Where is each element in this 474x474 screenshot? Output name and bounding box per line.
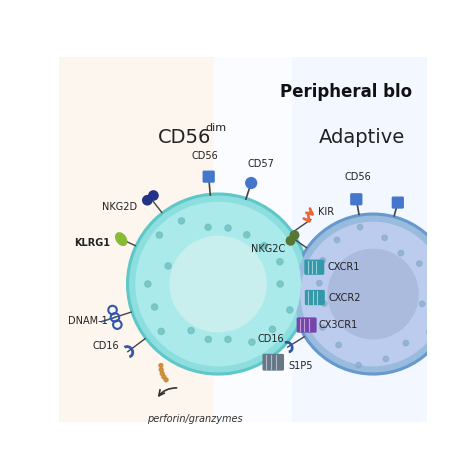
Circle shape (290, 231, 299, 239)
FancyBboxPatch shape (297, 318, 316, 332)
Text: CD56: CD56 (158, 128, 211, 147)
Text: Peripheral blo: Peripheral blo (280, 82, 412, 100)
Circle shape (160, 372, 164, 375)
FancyBboxPatch shape (306, 291, 324, 304)
Circle shape (143, 196, 152, 205)
Circle shape (287, 307, 293, 313)
Text: CD56: CD56 (345, 173, 371, 182)
Text: CD16: CD16 (257, 334, 284, 345)
Circle shape (419, 301, 425, 307)
FancyBboxPatch shape (203, 171, 214, 182)
FancyBboxPatch shape (263, 355, 283, 370)
Circle shape (178, 218, 184, 224)
Circle shape (156, 232, 163, 238)
Text: S1P5: S1P5 (288, 361, 313, 371)
Ellipse shape (116, 233, 127, 246)
Circle shape (158, 328, 164, 335)
Circle shape (136, 202, 300, 365)
Text: KIR: KIR (318, 207, 334, 217)
Circle shape (269, 326, 275, 332)
Circle shape (403, 340, 409, 346)
Text: NKG2C: NKG2C (251, 244, 285, 254)
Circle shape (295, 216, 451, 372)
Text: CD16: CD16 (93, 340, 119, 351)
Circle shape (398, 250, 404, 256)
Text: NKG2D: NKG2D (102, 202, 137, 212)
Circle shape (417, 261, 422, 266)
Bar (292, 57, 427, 422)
Circle shape (321, 301, 327, 306)
Text: CD56: CD56 (191, 151, 218, 161)
Circle shape (205, 336, 211, 342)
Circle shape (336, 342, 341, 348)
Circle shape (317, 281, 322, 286)
Circle shape (170, 237, 266, 332)
Text: KLRG1: KLRG1 (74, 238, 110, 248)
Circle shape (164, 378, 168, 382)
Circle shape (127, 193, 310, 375)
Circle shape (334, 237, 340, 243)
Circle shape (357, 225, 363, 230)
Circle shape (320, 257, 325, 263)
FancyBboxPatch shape (351, 194, 362, 205)
Circle shape (159, 364, 163, 367)
Circle shape (261, 243, 267, 249)
Circle shape (162, 375, 166, 379)
Circle shape (145, 281, 151, 287)
Circle shape (440, 278, 446, 283)
Circle shape (319, 325, 325, 330)
Bar (214, 57, 292, 422)
Circle shape (427, 329, 432, 335)
FancyBboxPatch shape (305, 260, 324, 274)
Circle shape (165, 263, 171, 269)
Circle shape (383, 356, 389, 362)
Text: dim: dim (205, 124, 227, 134)
Circle shape (188, 328, 194, 334)
Text: Adaptive: Adaptive (319, 128, 405, 147)
Circle shape (130, 196, 307, 372)
Circle shape (225, 336, 231, 342)
Circle shape (286, 237, 295, 245)
Circle shape (152, 304, 158, 310)
Circle shape (225, 225, 231, 231)
Text: CD57: CD57 (247, 159, 274, 169)
Circle shape (246, 178, 256, 188)
Circle shape (205, 224, 211, 230)
FancyBboxPatch shape (392, 197, 403, 208)
Circle shape (292, 213, 455, 375)
Circle shape (277, 281, 283, 287)
Circle shape (277, 259, 283, 265)
Text: CX3CR1: CX3CR1 (318, 320, 357, 330)
Circle shape (249, 339, 255, 345)
Circle shape (149, 191, 158, 200)
Circle shape (356, 363, 361, 368)
Circle shape (382, 235, 387, 240)
Text: CXCR2: CXCR2 (328, 292, 361, 302)
Circle shape (328, 249, 418, 339)
Text: perforin/granzymes: perforin/granzymes (147, 414, 243, 424)
Text: DNAM-1: DNAM-1 (68, 316, 108, 326)
Bar (59, 57, 214, 422)
Circle shape (301, 222, 445, 365)
Circle shape (159, 368, 163, 372)
Circle shape (244, 232, 250, 238)
Text: CXCR1: CXCR1 (328, 262, 360, 272)
